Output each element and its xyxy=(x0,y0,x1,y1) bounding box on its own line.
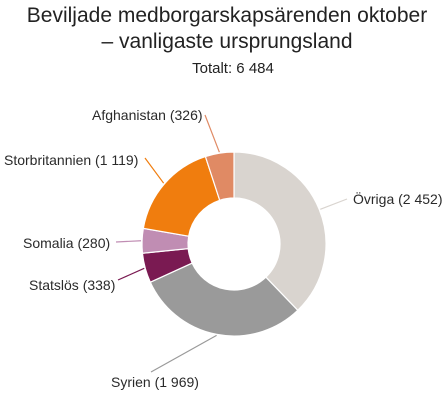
slice-label-afghanistan: Afghanistan (326) xyxy=(92,107,203,123)
slice--vriga xyxy=(233,151,327,312)
leader-line-statsl-s xyxy=(117,267,145,281)
leader-line-somalia xyxy=(115,240,142,243)
leader-line-afghanistan xyxy=(204,114,220,153)
slice-label-storbritannien: Storbritannien (1 119) xyxy=(4,152,138,168)
slice-label-statsl-s: Statslös (338) xyxy=(29,277,115,293)
leader-line-syrien xyxy=(150,334,217,373)
chart-title-line-2: – vanligaste ursprungsland xyxy=(102,30,353,53)
leader-line-storbritannien xyxy=(144,157,165,184)
slice-syrien xyxy=(149,262,299,337)
chart-subtitle-total: Totalt: 6 484 xyxy=(192,60,274,77)
slice-label-somalia: Somalia (280) xyxy=(23,235,110,251)
slice-labels: Övriga (2 452) Syrien (1 969) Statslös (33… xyxy=(4,107,442,390)
slice-label--vriga: Övriga (2 452) xyxy=(353,190,442,207)
slice-afghanistan xyxy=(204,151,235,202)
slice-storbritannien xyxy=(142,155,221,237)
label-leader-lines xyxy=(115,114,348,373)
leader-line--vriga xyxy=(320,198,348,210)
donut-slices xyxy=(141,151,327,337)
slice-label-syrien: Syrien (1 969) xyxy=(111,374,199,390)
chart-title-line-1: Beviljade medborgarskapsärenden oktober xyxy=(27,4,427,27)
